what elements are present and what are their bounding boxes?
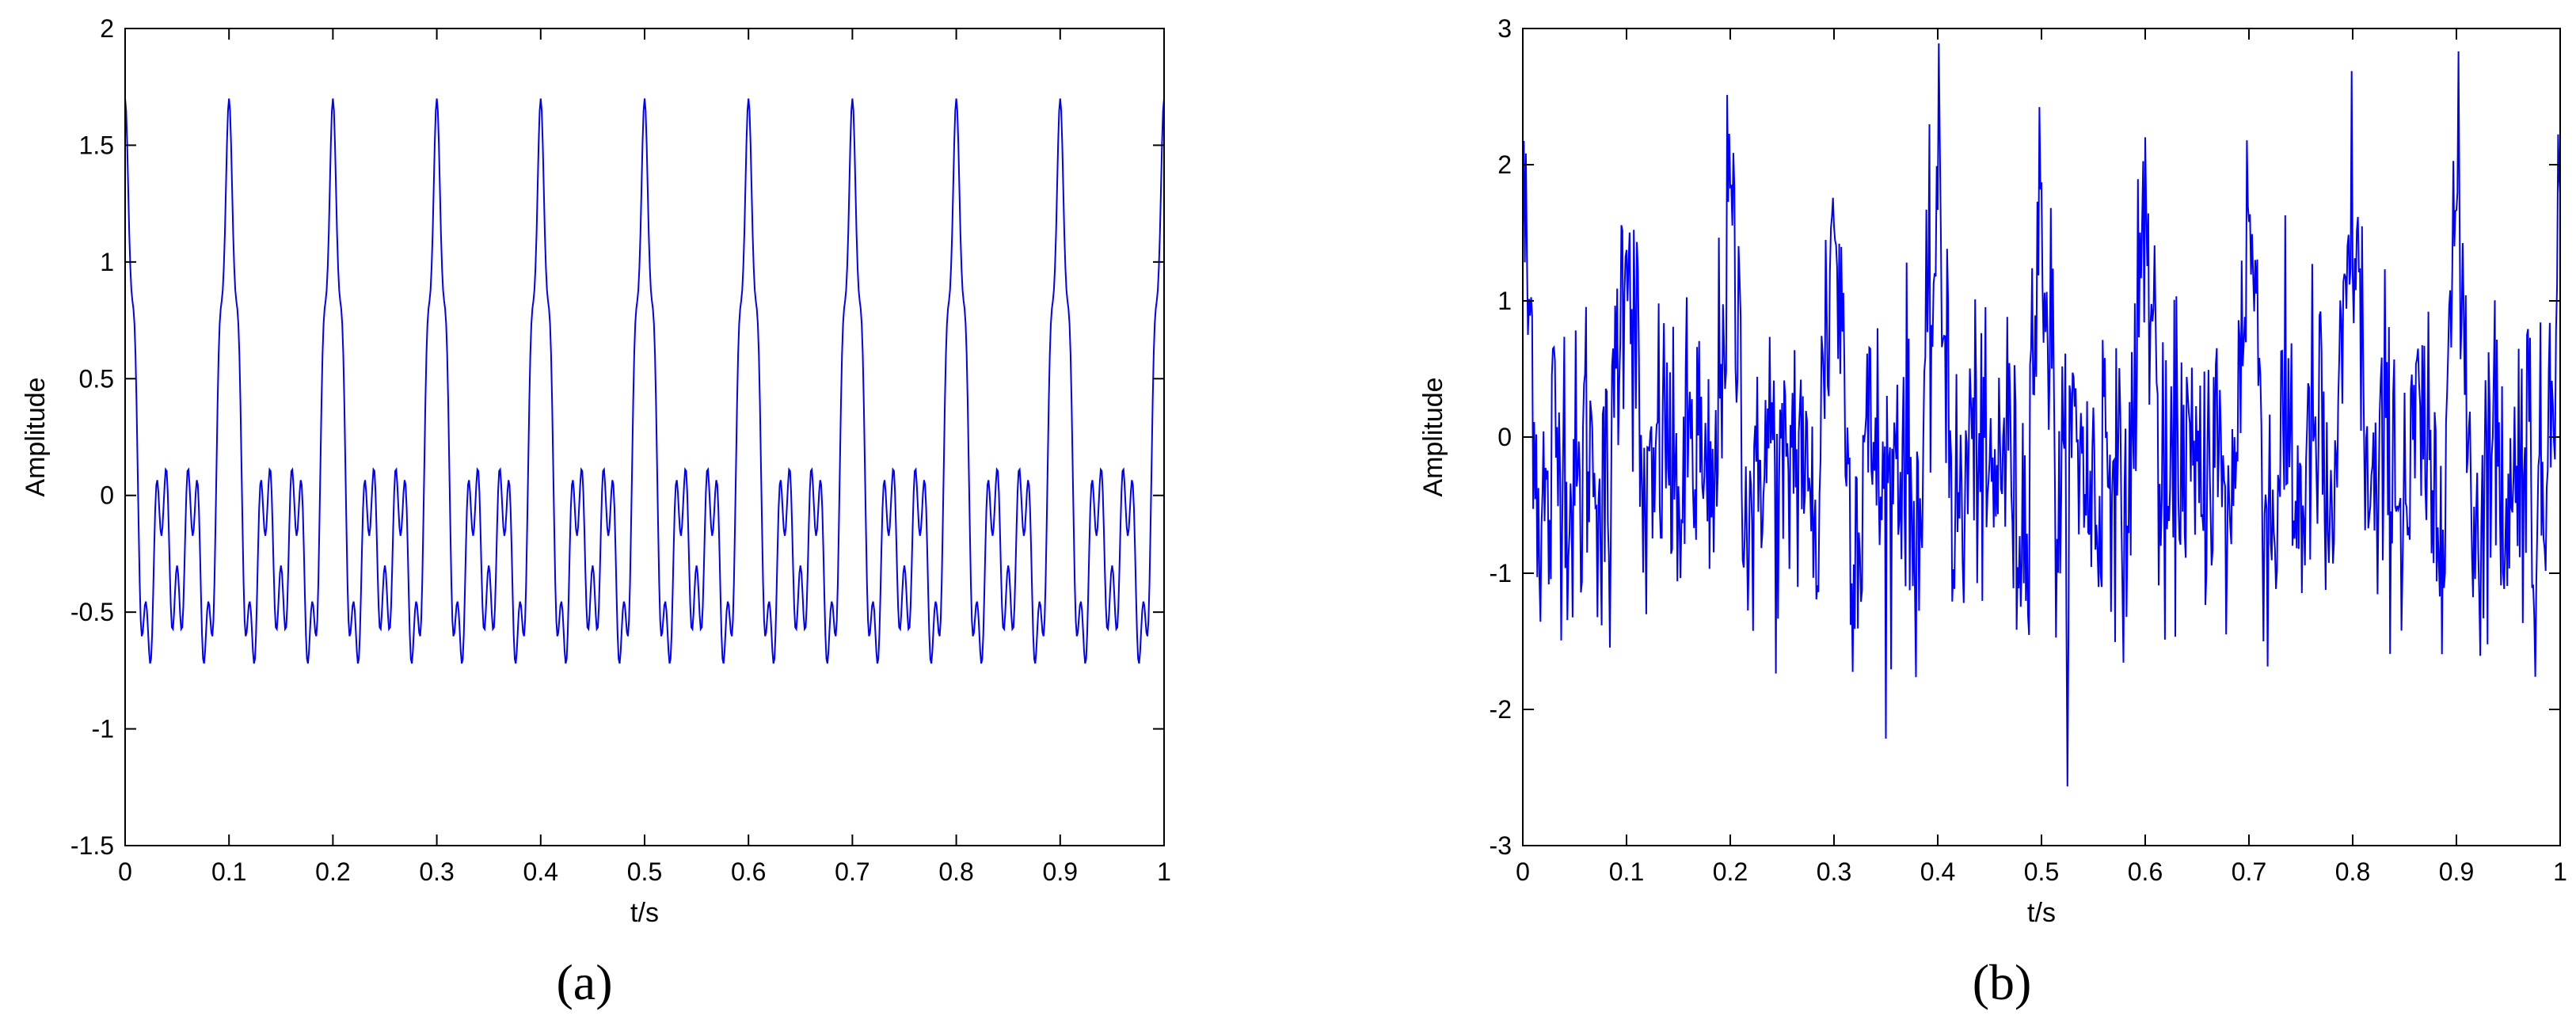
- panel-label: (b): [1973, 954, 2032, 1010]
- y-tick-label: -1.5: [70, 831, 114, 860]
- x-tick-label: 0: [1516, 857, 1530, 886]
- x-tick-label: 0.4: [1920, 857, 1955, 886]
- y-tick-label: -2: [1490, 695, 1512, 724]
- x-tick-label: 0: [118, 857, 132, 886]
- x-tick-label: 0.4: [523, 857, 558, 886]
- plot-area-frame: [124, 28, 1165, 846]
- y-tick-label: -0.5: [70, 598, 114, 626]
- x-tick-label: 0.2: [315, 857, 350, 886]
- y-tick-label: 1: [1497, 287, 1512, 315]
- x-tick-label: 0.3: [1817, 857, 1851, 886]
- y-tick-label: 0.5: [79, 364, 114, 393]
- x-tick-label: 0.5: [2024, 857, 2059, 886]
- y-tick-label: 1.5: [79, 131, 114, 159]
- x-tick-label: 0.9: [1043, 857, 1078, 886]
- y-tick-label: 0: [100, 481, 114, 510]
- x-tick-label: 0.1: [1609, 857, 1644, 886]
- x-tick-label: 0.6: [2128, 857, 2163, 886]
- y-tick-label: 3: [1497, 14, 1512, 43]
- x-tick-label: 0.9: [2439, 857, 2474, 886]
- chart-panel-a: 0 0.1 0.2 0.3 0.4 0.5 0.6 0.7 0.8 0.9 1 -1.5 -1 -0.5 0…: [21, 14, 1171, 1010]
- y-tick-label: 1: [100, 248, 114, 276]
- x-tick-label: 1: [2553, 857, 2567, 886]
- y-tick-label: 0: [1497, 423, 1512, 451]
- series-line: [124, 98, 1165, 664]
- y-tick-label: 2: [1497, 150, 1512, 179]
- x-tick-label: 0.1: [211, 857, 246, 886]
- y-axis-label: Amplitude: [1418, 377, 1448, 496]
- x-tick-label: 0.8: [2335, 857, 2370, 886]
- y-tick-label: -1: [92, 715, 114, 743]
- y-axis-label: Amplitude: [21, 377, 51, 496]
- x-tick-label: 0.7: [835, 857, 869, 886]
- x-axis-label: t/s: [630, 898, 659, 928]
- x-tick-label: 0.8: [938, 857, 973, 886]
- series-line: [1522, 43, 2561, 787]
- x-tick-label: 0.2: [1713, 857, 1748, 886]
- chart-panel-b: 0 0.1 0.2 0.3 0.4 0.5 0.6 0.7 0.8 0.9 1 -3 -2 -1 0 1 2 3 t…: [1418, 14, 2567, 1010]
- x-tick-label: 0.7: [2232, 857, 2266, 886]
- x-tick-label: 0.6: [731, 857, 766, 886]
- panel-label: (a): [556, 954, 612, 1010]
- y-tick-label: 2: [100, 14, 114, 43]
- x-tick-label: 0.5: [627, 857, 662, 886]
- y-tick-label: -1: [1490, 559, 1512, 587]
- x-tick-label: 0.3: [419, 857, 454, 886]
- x-axis-label: t/s: [2027, 898, 2056, 928]
- x-tick-label: 1: [1157, 857, 1171, 886]
- y-tick-label: -3: [1490, 831, 1512, 860]
